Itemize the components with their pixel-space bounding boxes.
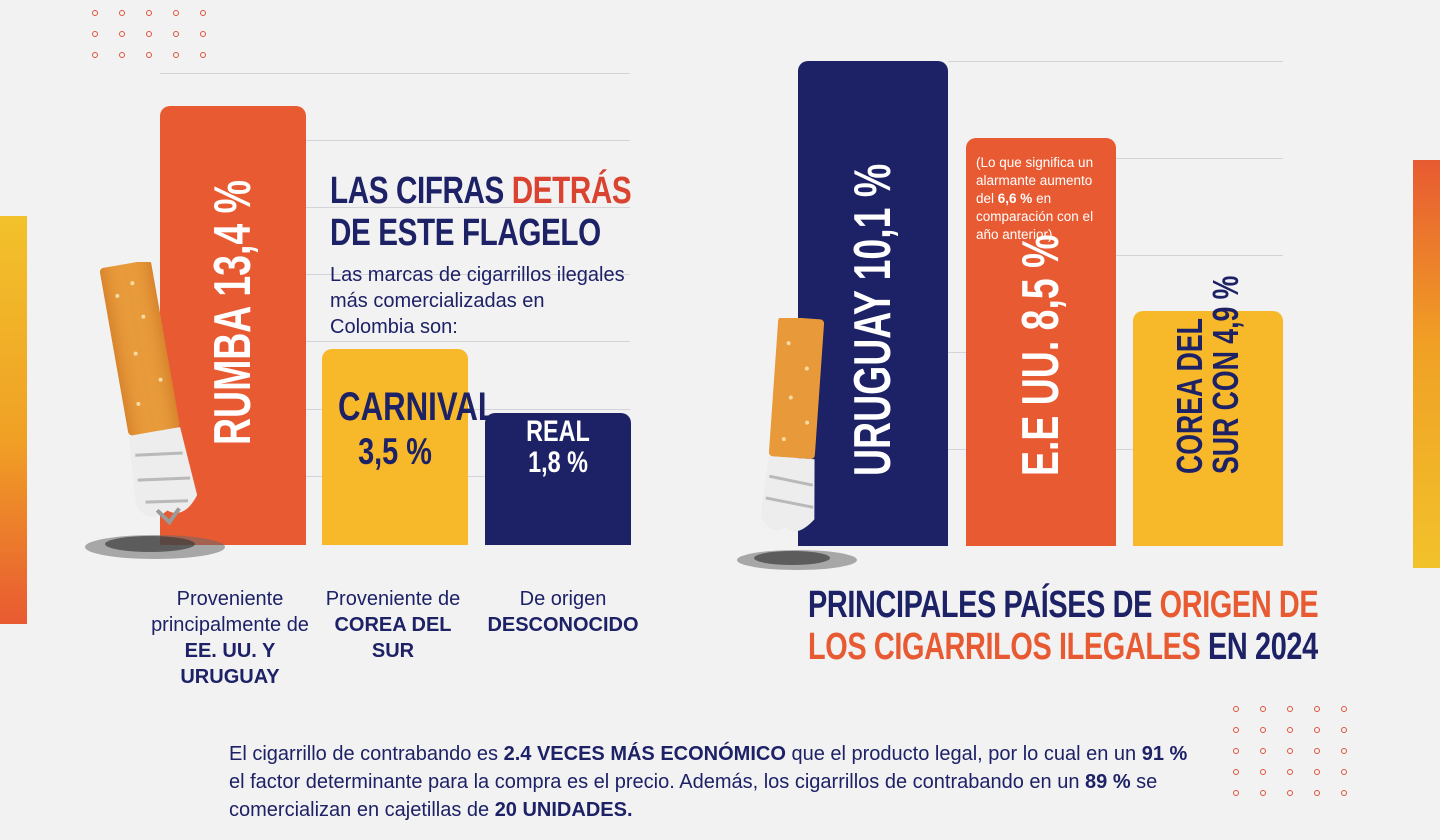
right-title-accent1: ORIGEN DE xyxy=(1159,584,1319,626)
bar-label-carnival-value: 3,5 % xyxy=(358,431,432,472)
decorative-dot xyxy=(1314,727,1320,733)
left-subtitle: Las marcas de cigarrillos ilegales más c… xyxy=(330,264,625,338)
decorative-dot xyxy=(119,31,125,37)
decorative-dot xyxy=(1233,748,1239,754)
bar-eeuu: (Lo que significa un alarmante aumento d… xyxy=(966,138,1116,546)
decorative-dot xyxy=(1233,790,1239,796)
left-title-line2: DE ESTE FLAGELO xyxy=(330,212,601,254)
decorative-dot xyxy=(1260,727,1266,733)
right-title-accent2: LOS CIGARRILOS ILEGALES xyxy=(808,626,1201,668)
decorative-dot xyxy=(1287,706,1293,712)
decorative-dot xyxy=(1260,706,1266,712)
bar-label-real-name: REAL xyxy=(526,415,590,448)
dot-grid-top-left xyxy=(92,10,227,73)
bar-corea: COREA DEL SUR CON 4,9 % xyxy=(1133,276,1283,546)
decorative-dot xyxy=(1314,706,1320,712)
decorative-dot xyxy=(92,10,98,16)
decorative-dot xyxy=(1314,790,1320,796)
decorative-dot xyxy=(1260,790,1266,796)
decorative-dot xyxy=(1233,727,1239,733)
bar-real: REAL 1,8 % xyxy=(485,413,631,545)
bar-label-corea: COREA DEL SUR CON 4,9 % xyxy=(1169,275,1246,474)
right-accent-strip xyxy=(1413,160,1440,568)
decorative-dot xyxy=(1341,727,1347,733)
bar-label-eeuu: E.E UU. 8,5 % xyxy=(1012,234,1070,476)
bar-label-corea-line2: SUR CON 4,9 % xyxy=(1205,275,1246,474)
cigarette-butt-illustration xyxy=(85,262,225,559)
bar-uruguay: URUGUAY 10,1 % xyxy=(798,61,948,546)
bar-label-real-value: 1,8 % xyxy=(528,446,588,479)
bar-label-corea-line1: COREA DEL xyxy=(1169,318,1210,474)
decorative-dot xyxy=(200,31,206,37)
decorative-dot xyxy=(200,10,206,16)
decorative-dot xyxy=(92,52,98,58)
caption-rumba: Proveniente principalmente de EE. UU. Y … xyxy=(151,588,309,688)
decorative-dot xyxy=(1287,748,1293,754)
decorative-dot xyxy=(173,10,179,16)
decorative-dot xyxy=(173,52,179,58)
decorative-dot xyxy=(146,31,152,37)
decorative-dot xyxy=(1233,769,1239,775)
decorative-dot xyxy=(1314,748,1320,754)
decorative-dot xyxy=(1233,706,1239,712)
bar-label-carnival-name: CARNIVAL xyxy=(338,385,497,429)
decorative-dot xyxy=(146,52,152,58)
decorative-dot xyxy=(119,52,125,58)
decorative-dot xyxy=(146,10,152,16)
caption-real: De origen DESCONOCIDO xyxy=(487,588,639,636)
decorative-dot xyxy=(1341,769,1347,775)
dot-grid-bottom-right xyxy=(1233,706,1368,811)
decorative-dot xyxy=(1287,769,1293,775)
decorative-dot xyxy=(92,31,98,37)
cigarette-butt-illustration-right xyxy=(737,318,857,570)
bar-carnival: CARNIVAL 3,5 % xyxy=(322,349,497,545)
decorative-dot xyxy=(1314,769,1320,775)
right-title-line1: PRINCIPALES PAÍSES DE ORIGEN DE xyxy=(808,584,1319,626)
decorative-dot xyxy=(200,52,206,58)
left-title-line1: LAS CIFRAS DETRÁS xyxy=(330,170,632,212)
decorative-dot xyxy=(119,10,125,16)
decorative-dot xyxy=(1260,769,1266,775)
decorative-dot xyxy=(1287,727,1293,733)
decorative-dot xyxy=(1341,706,1347,712)
left-title-accent: DETRÁS xyxy=(511,170,632,212)
right-title-line2: LOS CIGARRILOS ILEGALES EN 2024 xyxy=(808,626,1318,668)
eeuu-note: (Lo que significa un alarmante aumento d… xyxy=(976,155,1094,242)
decorative-dot xyxy=(1287,790,1293,796)
decorative-dot xyxy=(173,31,179,37)
footer-paragraph: El cigarrillo de contrabando es 2.4 VECE… xyxy=(229,743,1188,821)
decorative-dot xyxy=(1260,748,1266,754)
decorative-dot xyxy=(1341,748,1347,754)
decorative-dot xyxy=(1341,790,1347,796)
left-accent-strip xyxy=(0,216,27,624)
caption-carnival: Proveniente de COREA DEL SUR xyxy=(325,588,461,662)
